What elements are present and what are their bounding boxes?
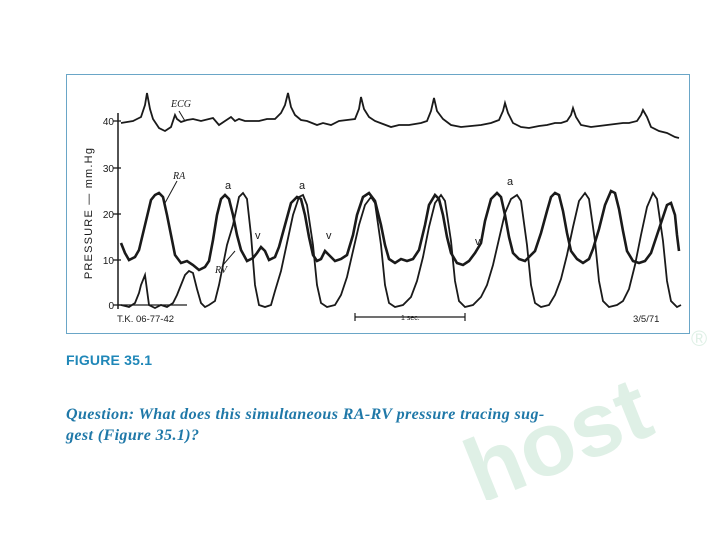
- y-tick-label: 10: [103, 256, 115, 267]
- y-tick-label: 0: [108, 301, 114, 312]
- figure-caption: FIGURE 35.1: [66, 352, 153, 368]
- wave-label-v: v: [326, 230, 332, 242]
- patient-id: T.K. 06-77-42: [117, 314, 174, 325]
- question-line-2: gest (Figure 35.1)?: [66, 427, 200, 444]
- rv-trace: [120, 191, 682, 310]
- question-line-1: Question: What does this simultaneous RA…: [66, 406, 545, 423]
- watermark-registered-mark: ®: [691, 326, 707, 351]
- y-tick-label: 30: [103, 164, 115, 175]
- ra-trace: [119, 189, 681, 272]
- time-scale-label: 1 sec.: [401, 315, 420, 322]
- tracing-date: 3/5/71: [633, 314, 659, 325]
- rv-label: RV: [214, 265, 229, 276]
- label-pointers: [164, 110, 236, 266]
- y-tick-label: 20: [103, 210, 115, 221]
- wave-label-a: a: [299, 180, 306, 192]
- ra-label: RA: [172, 171, 186, 182]
- ecg-trace: [120, 92, 680, 139]
- y-axis-label: PRESSURE — mm.Hg: [83, 147, 95, 279]
- time-scale-bar: [354, 313, 466, 321]
- wave-label-v: v: [475, 236, 481, 248]
- wave-label-a: a: [507, 176, 514, 188]
- pressure-tracing: 40 30 20 10 0 PRESSURE — mm.Hg ECG RA RV: [83, 92, 682, 325]
- ecg-label: ECG: [170, 99, 191, 110]
- question-text: Question: What does this simultaneous RA…: [66, 404, 626, 446]
- y-tick-label: 40: [103, 117, 115, 128]
- y-ticks: [113, 120, 121, 306]
- figure-frame: 40 30 20 10 0 PRESSURE — mm.Hg ECG RA RV: [66, 74, 690, 334]
- wave-label-a: a: [225, 180, 232, 192]
- wave-label-v: v: [255, 230, 261, 242]
